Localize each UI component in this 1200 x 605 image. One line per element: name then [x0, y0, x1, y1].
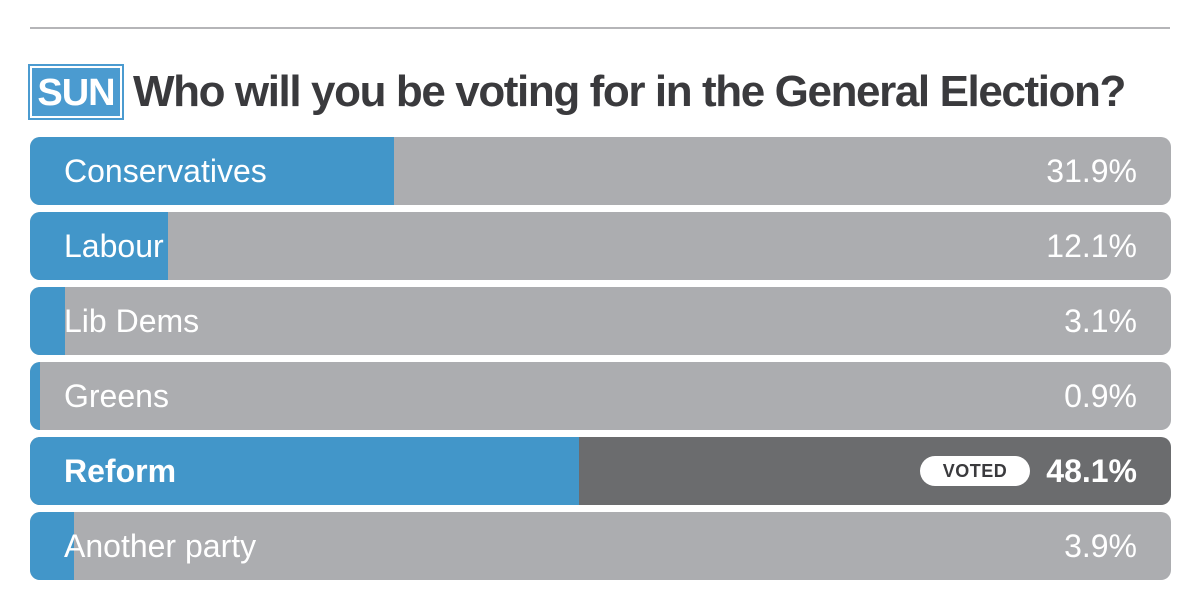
- poll-option-label: Lib Dems: [64, 303, 200, 339]
- sun-logo: SUN: [28, 64, 124, 120]
- poll-bar-fill-reform: [30, 437, 579, 505]
- poll-option-lib-dems[interactable]: Lib Dems 3.1%: [30, 287, 1171, 355]
- poll-option-percentage: 0.9%: [1064, 378, 1137, 414]
- poll-bar-fill-another-party: [30, 512, 75, 580]
- poll-bar-fill-labour: [30, 212, 169, 280]
- poll-bar-fill-greens: [30, 362, 41, 430]
- poll-bar-fill-conservatives: [30, 137, 394, 205]
- poll-option-label: Greens: [64, 378, 169, 414]
- poll-option-reform[interactable]: Reform VOTED 48.1%: [30, 437, 1171, 505]
- poll-option-label: Reform: [64, 453, 177, 489]
- poll-option-percentage: 12.1%: [1046, 228, 1137, 264]
- poll-option-another-party[interactable]: Another party 3.9%: [30, 512, 1171, 580]
- poll-option-label: Another party: [64, 528, 257, 564]
- poll-option-percentage: 48.1%: [1046, 453, 1137, 489]
- poll-option-label: Conservatives: [64, 153, 267, 189]
- poll-option-percentage: 3.1%: [1064, 303, 1137, 339]
- poll-option-labour[interactable]: Labour 12.1%: [30, 212, 1171, 280]
- poll-options: Conservatives 31.9% Labour 12.1% Lib Dems 3.1…: [30, 137, 1171, 587]
- poll-bar-fill-lib-dems: [30, 287, 66, 355]
- top-divider: [30, 27, 1170, 29]
- poll-option-percentage: 3.9%: [1064, 528, 1137, 564]
- voted-badge: VOTED: [920, 456, 1030, 486]
- poll-option-label: Labour: [64, 228, 164, 264]
- poll-question: Who will you be voting for in the Genera…: [133, 67, 1126, 116]
- poll-option-greens[interactable]: Greens 0.9%: [30, 362, 1171, 430]
- poll-header: SUN Who will you be voting for in the Ge…: [28, 64, 1180, 120]
- poll-option-percentage: 31.9%: [1046, 153, 1137, 189]
- poll-option-conservatives[interactable]: Conservatives 31.9%: [30, 137, 1171, 205]
